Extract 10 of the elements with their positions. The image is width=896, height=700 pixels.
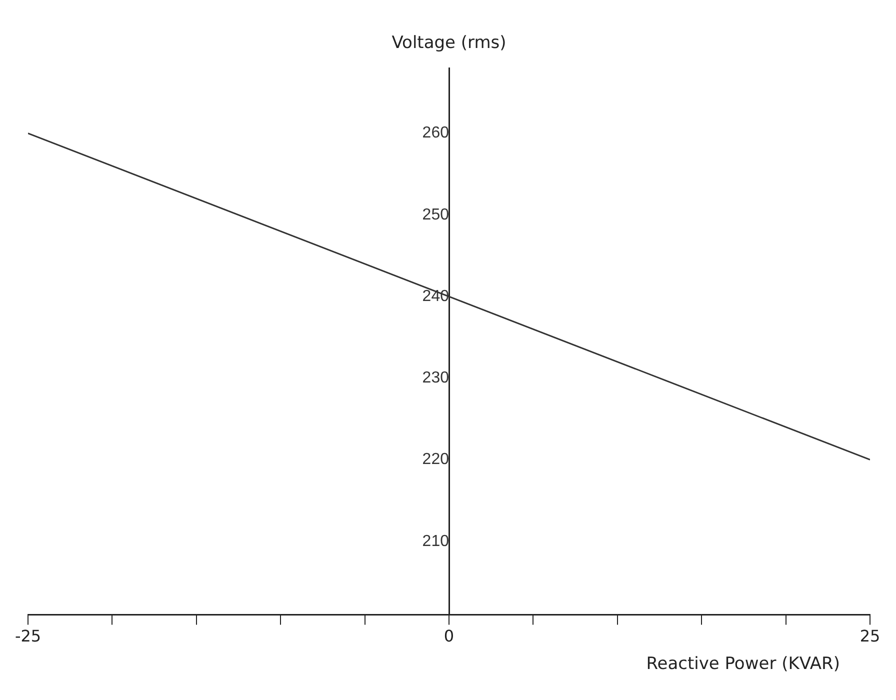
y-axis-title: Voltage (rms) <box>392 32 506 53</box>
y-tick-label: 210 <box>422 532 450 550</box>
x-tick-label: 25 <box>860 626 880 646</box>
x-axis-title: Reactive Power (KVAR) <box>646 654 840 674</box>
y-tick-label: 230 <box>422 370 450 387</box>
y-tick-label: 250 <box>422 206 450 224</box>
x-tick-label: -25 <box>14 626 42 646</box>
y-tick-label: 260 <box>422 124 450 142</box>
y-tick-label: 220 <box>422 451 450 468</box>
x-tick-label: 0 <box>444 626 454 646</box>
